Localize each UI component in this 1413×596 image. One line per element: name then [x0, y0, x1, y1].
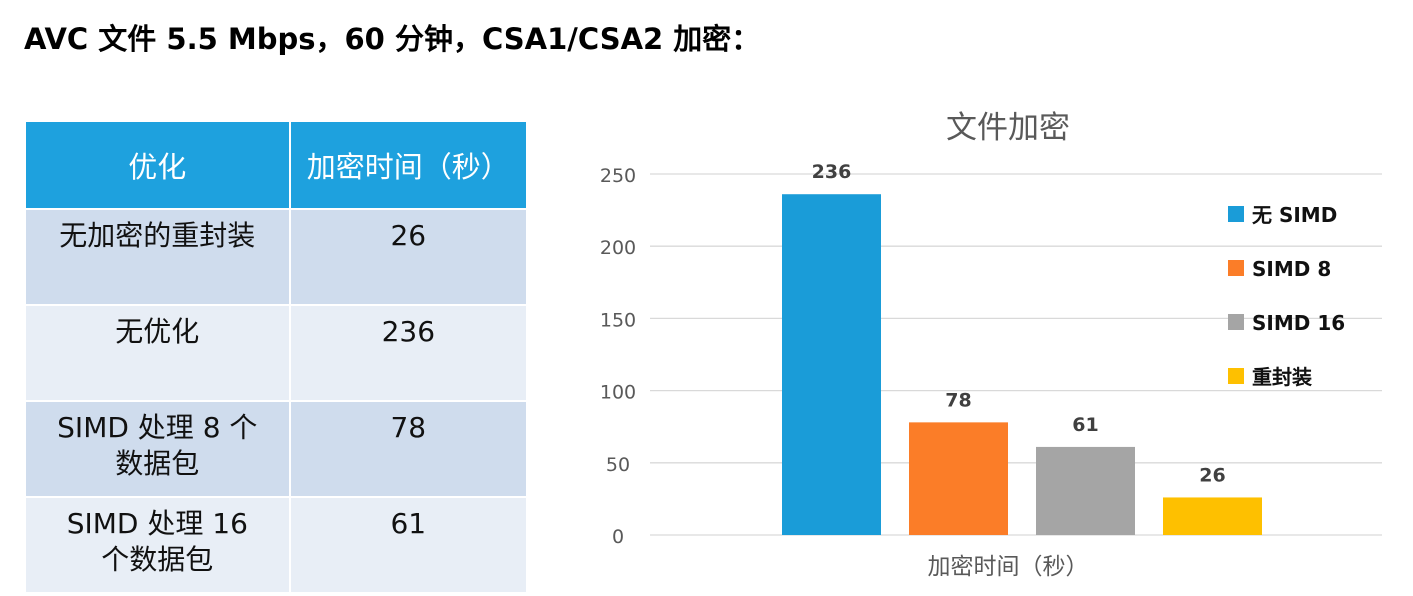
y-tick-label: 100 — [600, 382, 636, 404]
bar-chart-svg: 文件加密 0 50 100 150 200 250 236 78 61 26 加密时间（秒） 无 SIM… — [600, 110, 1382, 580]
bar-2 — [909, 422, 1008, 535]
row-label: SIMD 处理 8 个 数据包 — [24, 400, 291, 498]
y-tick-label: 250 — [600, 165, 636, 187]
y-tick-label: 50 — [606, 454, 630, 476]
bar-chart: 文件加密 0 50 100 150 200 250 236 78 61 26 加密时间（秒） 无 SIM… — [590, 96, 1400, 591]
row-label-line: SIMD 处理 8 个 — [57, 411, 258, 444]
row-label-line: 无加密的重封装 — [59, 219, 256, 252]
legend-label: 重封装 — [1252, 365, 1312, 389]
table-row: 无加密的重封装 26 — [24, 208, 529, 306]
table-row: SIMD 处理 16 个数据包 61 — [24, 496, 529, 594]
data-label: 236 — [812, 161, 852, 183]
y-tick-label: 0 — [612, 526, 624, 548]
row-label-line: SIMD 处理 16 — [66, 507, 248, 540]
table-row: SIMD 处理 8 个 数据包 78 — [24, 400, 529, 498]
row-value: 26 — [288, 208, 529, 306]
data-label: 61 — [1072, 414, 1098, 436]
bar-4 — [1163, 497, 1262, 535]
optimization-table: 优化 加密时间（秒） 无加密的重封装 26 无优化 236 SIMD 处理 8 … — [24, 120, 529, 594]
row-label-line: 无优化 — [115, 315, 200, 348]
y-tick-label: 150 — [600, 309, 636, 331]
row-label-line: 个数据包 — [101, 543, 214, 576]
table-header-row: 优化 加密时间（秒） — [24, 120, 529, 210]
row-value: 61 — [288, 496, 529, 594]
bar-1 — [782, 194, 881, 535]
row-label-line: 数据包 — [115, 447, 200, 480]
data-label: 78 — [945, 389, 971, 411]
row-value: 78 — [288, 400, 529, 498]
chart-title: 文件加密 — [946, 110, 1070, 146]
legend-swatch — [1228, 314, 1244, 330]
row-value: 236 — [288, 304, 529, 402]
row-label: 无优化 — [24, 304, 291, 402]
data-label: 26 — [1199, 464, 1225, 486]
legend-swatch — [1228, 260, 1244, 276]
row-label: SIMD 处理 16 个数据包 — [24, 496, 291, 594]
legend-label: 无 SIMD — [1252, 203, 1337, 227]
bar-3 — [1036, 446, 1135, 535]
header-encryption-time: 加密时间（秒） — [288, 120, 529, 210]
y-tick-label: 200 — [600, 237, 636, 259]
table-row: 无优化 236 — [24, 304, 529, 402]
page-title: AVC 文件 5.5 Mbps，60 分钟，CSA1/CSA2 加密： — [24, 22, 761, 56]
legend-swatch — [1228, 206, 1244, 222]
legend-label: SIMD 16 — [1252, 311, 1345, 335]
legend-label: SIMD 8 — [1252, 257, 1331, 281]
x-axis-label: 加密时间（秒） — [928, 554, 1089, 580]
header-optimization: 优化 — [24, 120, 291, 210]
legend-swatch — [1228, 368, 1244, 384]
row-label: 无加密的重封装 — [24, 208, 291, 306]
